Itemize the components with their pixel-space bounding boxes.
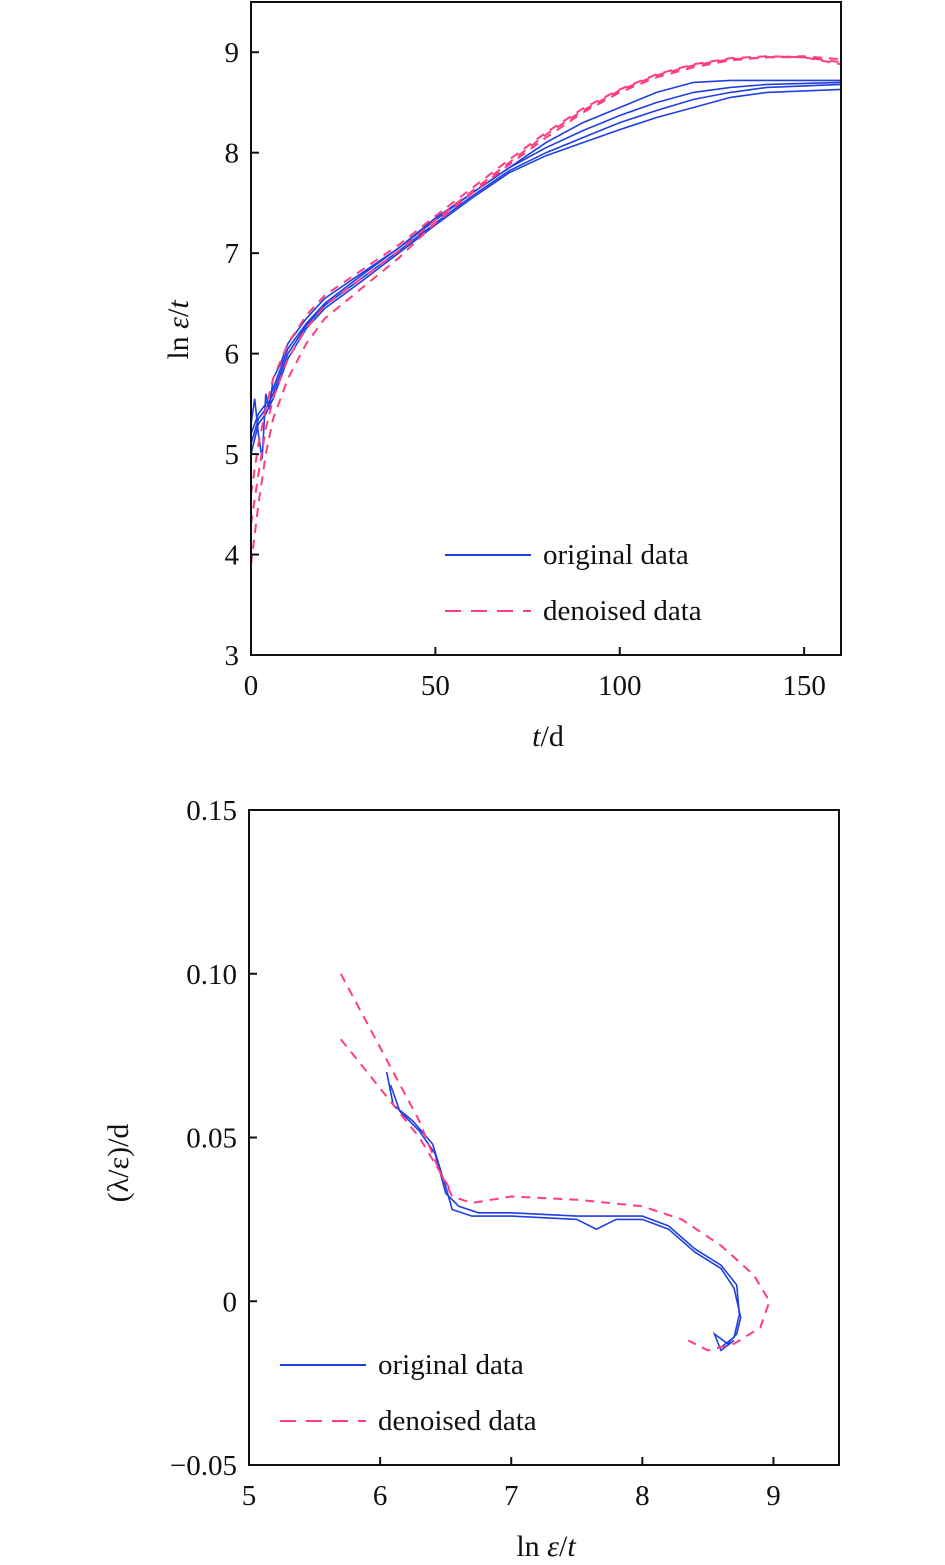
legend-label: original data <box>378 1349 524 1381</box>
x-tick-label: 150 <box>782 670 826 702</box>
plot-frame <box>250 1 842 656</box>
y-tick-label: 3 <box>225 640 240 672</box>
x-tick-label: 5 <box>242 1480 257 1512</box>
chart-top: 0 50 100 150 3 4 5 6 7 8 9 t/d ln ε/t original data de… <box>162 1 842 753</box>
x-tick-label: 50 <box>421 670 450 702</box>
y-tick-label: 6 <box>225 339 240 371</box>
y-axis-label: (λ/ε)/d <box>102 1124 135 1203</box>
x-tick-label: 100 <box>598 670 642 702</box>
y-tick-label: 0 <box>223 1286 238 1318</box>
series-line-original-data-3 <box>251 88 841 455</box>
series-line-denoised-data-1 <box>251 56 841 525</box>
y-tick-label: 8 <box>225 138 240 170</box>
y-axis-label: ln ε/t <box>162 300 195 360</box>
legend-label: denoised data <box>378 1405 537 1437</box>
x-tick-label: 8 <box>635 1480 650 1512</box>
series-line-original-data-1 <box>389 1084 741 1348</box>
x-axis-label: t/d <box>532 720 564 753</box>
series-line-denoised-data-2 <box>251 55 841 495</box>
x-tick-label: 0 <box>244 670 259 702</box>
series-line-denoised-data-0 <box>339 973 771 1352</box>
y-tick-label: −0.05 <box>170 1450 237 1482</box>
y-tick-label: 4 <box>225 540 240 572</box>
x-tick-label: 7 <box>504 1480 519 1512</box>
series-line-denoised-data-0 <box>251 55 841 565</box>
legend-label: denoised data <box>543 595 702 627</box>
y-tick-label: 7 <box>225 238 240 270</box>
x-tick-label: 9 <box>766 1480 781 1512</box>
y-tick-label: 5 <box>225 439 240 471</box>
x-tick-label: 6 <box>373 1480 388 1512</box>
x-axis-label: ln ε/t <box>516 1530 576 1563</box>
y-tick-label: 0.10 <box>186 959 237 991</box>
series-line-denoised-data-1 <box>340 1038 454 1194</box>
y-tick-label: 9 <box>225 37 240 69</box>
series-line-original-data-0 <box>385 1071 742 1352</box>
y-tick-label: 0.15 <box>186 795 237 827</box>
plot-frame <box>248 809 840 1466</box>
chart-bottom: 5 6 7 8 9 −0.05 0 0.05 0.10 0.15 ln ε/t (λ/ε)/d orig… <box>102 795 840 1563</box>
legend-label: original data <box>543 539 689 571</box>
y-tick-label: 0.05 <box>186 1123 237 1155</box>
